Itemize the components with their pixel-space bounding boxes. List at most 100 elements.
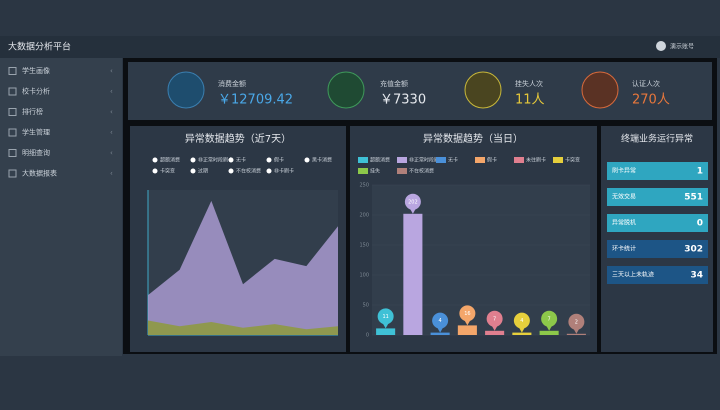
menu-item[interactable]: 排行榜 — [22, 107, 43, 116]
legend-label[interactable]: 超额消费 — [370, 157, 390, 164]
legend-dot[interactable] — [190, 168, 196, 174]
menu-item[interactable]: 学生画像 — [22, 66, 50, 75]
legend-label[interactable]: 挂失 — [370, 168, 380, 175]
user-avatar[interactable] — [656, 41, 666, 51]
bar[interactable] — [512, 332, 532, 335]
menu-item[interactable]: 明细查询 — [22, 148, 50, 157]
legend-swatch[interactable] — [358, 168, 368, 174]
menu-item[interactable]: 大数据报表 — [22, 169, 57, 178]
y-tick-label: 250 — [359, 183, 369, 189]
bar[interactable] — [403, 213, 423, 335]
panel-title: 异常数据趋势（当日） — [423, 132, 523, 145]
legend-swatch[interactable] — [397, 168, 407, 174]
pin — [513, 312, 530, 329]
pin — [404, 193, 421, 210]
pin — [377, 308, 394, 325]
kpi-value: ￥12709.42 — [218, 93, 293, 108]
legend-label[interactable]: 卡突变 — [160, 168, 175, 175]
legend-label[interactable]: 无卡 — [236, 157, 246, 164]
menu-icon[interactable] — [8, 87, 17, 96]
legend-label[interactable]: 黑卡消费 — [312, 157, 332, 164]
legend-label[interactable]: 假卡 — [487, 157, 497, 164]
kpi-label: 消费金额 — [218, 79, 246, 88]
status-label[interactable]: 刷卡异常 — [612, 167, 636, 175]
legend-label[interactable]: 不在校消费 — [409, 168, 434, 175]
bar[interactable] — [566, 333, 586, 335]
menu-icon[interactable] — [8, 128, 17, 137]
legend-swatch[interactable] — [514, 157, 524, 163]
status-count[interactable]: 302 — [684, 245, 703, 255]
data-label: 7 — [493, 316, 496, 322]
status-count[interactable]: 1 — [697, 167, 703, 177]
legend-label[interactable]: 非卡刷卡 — [274, 168, 294, 175]
pin — [432, 312, 449, 329]
pin — [459, 305, 476, 322]
status-row[interactable] — [607, 214, 708, 232]
status-label[interactable]: 环卡统计 — [612, 245, 636, 253]
menu-arrow: ‹ — [110, 170, 113, 178]
pin-tip — [408, 206, 417, 214]
menu-icon[interactable] — [8, 67, 17, 75]
status-count[interactable]: 0 — [697, 219, 703, 229]
menu-icon[interactable] — [8, 108, 17, 116]
legend-dot[interactable] — [266, 157, 272, 163]
data-label: 7 — [548, 316, 551, 322]
kpi-row — [128, 62, 712, 120]
legend-label[interactable]: 超额消费 — [160, 157, 180, 164]
legend-dot[interactable] — [152, 168, 158, 174]
status-row[interactable] — [607, 240, 708, 258]
pin — [568, 313, 585, 330]
legend-dot[interactable] — [190, 157, 196, 163]
legend-swatch[interactable] — [397, 157, 407, 163]
status-label[interactable]: 异常脱机 — [612, 219, 636, 227]
legend-dot[interactable] — [304, 157, 310, 163]
panel — [601, 126, 713, 352]
menu-icon[interactable] — [8, 149, 17, 157]
kpi-label: 充值金额 — [380, 79, 408, 88]
status-count[interactable]: 551 — [684, 193, 703, 203]
status-row[interactable] — [607, 162, 708, 180]
legend-swatch[interactable] — [553, 157, 563, 163]
pin-tip — [436, 325, 445, 333]
legend-swatch[interactable] — [475, 157, 485, 163]
menu-item[interactable]: 校卡分析 — [22, 87, 50, 96]
legend-label[interactable]: 过期 — [198, 168, 208, 175]
legend-label[interactable]: 非正常时段刷卡 — [198, 157, 233, 164]
menu-arrow: ‹ — [110, 129, 113, 137]
legend-dot[interactable] — [228, 157, 234, 163]
legend-dot[interactable] — [228, 168, 234, 174]
legend-label[interactable]: 假卡 — [274, 157, 284, 164]
legend-label[interactable]: 不在校消费 — [236, 168, 261, 175]
bar[interactable] — [430, 332, 450, 335]
bar[interactable] — [457, 325, 477, 335]
legend-label[interactable]: 无卡 — [448, 157, 458, 164]
user-name[interactable]: 演示账号 — [670, 43, 694, 51]
status-row[interactable] — [607, 266, 708, 284]
bar[interactable] — [539, 330, 559, 335]
status-label[interactable]: 无效交易 — [612, 193, 636, 201]
pin-tip — [517, 325, 526, 333]
status-count[interactable]: 34 — [690, 271, 703, 281]
bar[interactable] — [376, 328, 396, 335]
status-label[interactable]: 三天以上未轨迹 — [612, 271, 654, 279]
menu-item[interactable]: 学生管理 — [22, 128, 50, 137]
y-tick-label: 0 — [366, 333, 369, 339]
top-bar — [0, 36, 720, 58]
menu-icon[interactable] — [8, 169, 17, 178]
status-row[interactable] — [607, 188, 708, 206]
legend-dot[interactable] — [152, 157, 158, 163]
bar[interactable] — [485, 330, 505, 335]
legend-swatch[interactable] — [358, 157, 368, 163]
legend-label[interactable]: 未往刷卡 — [526, 157, 546, 164]
legend-label[interactable]: 卡突变 — [565, 157, 580, 164]
footer — [0, 356, 720, 410]
legend-dot[interactable] — [266, 168, 272, 174]
sidebar — [0, 58, 122, 356]
kpi-icon — [167, 71, 205, 109]
legend-label[interactable]: 非正常时段刷卡 — [409, 157, 444, 164]
panel-title: 异常数据趋势（近7天） — [185, 132, 291, 145]
legend-swatch[interactable] — [436, 157, 446, 163]
menu-arrow: ‹ — [110, 88, 113, 96]
